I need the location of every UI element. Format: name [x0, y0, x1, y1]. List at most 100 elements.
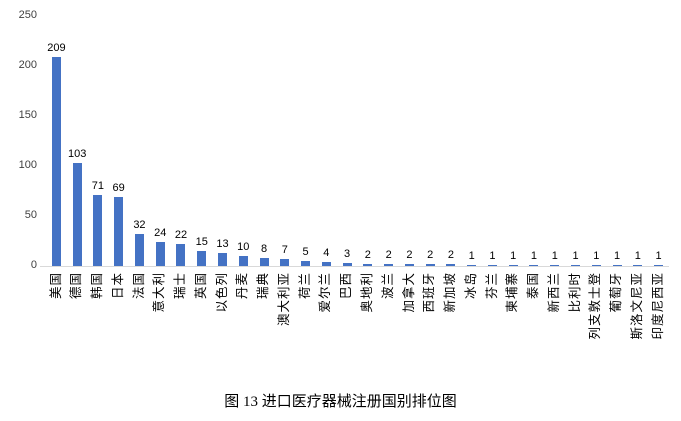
bar-column: 10 丹麦	[233, 16, 254, 300]
bar-value-label: 103	[67, 148, 87, 160]
y-axis-tick-label: 200	[18, 59, 37, 71]
bar-value-label: 1	[593, 250, 600, 262]
bar	[280, 259, 290, 266]
bar-slot: 1	[627, 16, 648, 266]
bar-value-label: 209	[47, 42, 66, 54]
x-axis-category-label: 列支敦士登	[588, 272, 603, 340]
bar-value-label: 1	[572, 250, 579, 262]
bar-value-label: 1	[489, 250, 496, 262]
bar-slot: 1	[586, 16, 607, 266]
bar-column: 103 德国	[67, 16, 88, 300]
bar-slot: 103	[67, 16, 88, 266]
bar	[176, 244, 186, 266]
bar-column: 2 加拿大	[399, 16, 420, 313]
bar-slot: 32	[129, 16, 150, 266]
x-axis-category-label: 巴西	[339, 272, 354, 300]
bar	[550, 265, 560, 266]
bar-slot: 22	[171, 16, 192, 266]
bar-column: 2 新加坡	[441, 16, 462, 313]
bar-column: 1 新西兰	[544, 16, 565, 313]
bar-column: 7 澳大利亚	[274, 16, 295, 327]
bar-value-label: 24	[154, 227, 167, 239]
bar-value-label: 71	[91, 180, 105, 192]
x-axis-category-label: 奥地利	[359, 272, 374, 313]
bar-column: 69 日本	[108, 16, 129, 300]
x-axis-category-label: 西班牙	[422, 272, 437, 313]
x-axis-category-label: 波兰	[380, 272, 395, 300]
bar-value-label: 2	[406, 249, 413, 261]
bar-column: 1 葡萄牙	[607, 16, 628, 313]
bar-value-label: 1	[634, 250, 641, 262]
bar-column: 1 比利时	[565, 16, 586, 313]
x-axis-category-label: 柬埔寨	[505, 272, 520, 313]
bar-slot: 209	[46, 16, 67, 266]
bar-slot: 1	[524, 16, 545, 266]
bar	[301, 261, 311, 266]
x-axis-category-label: 新加坡	[443, 272, 458, 313]
x-axis-category-label: 荷兰	[297, 272, 312, 300]
bar-slot: 7	[274, 16, 295, 266]
x-axis-category-label: 印度尼西亚	[650, 272, 665, 340]
x-axis-category-label: 法国	[131, 272, 146, 300]
bar-slot: 1	[648, 16, 669, 266]
x-axis-category-label: 瑞典	[256, 272, 271, 300]
bar-value-label: 8	[260, 243, 268, 255]
x-axis-category-label: 芬兰	[484, 272, 499, 300]
bar-column: 3 巴西	[337, 16, 358, 300]
bar	[612, 265, 622, 266]
x-axis-category-label: 德国	[69, 272, 84, 300]
y-axis-tick-label: 0	[30, 259, 37, 271]
bar	[654, 265, 664, 266]
bar-column: 1 芬兰	[482, 16, 503, 300]
bar-value-label: 22	[174, 229, 188, 241]
bar-column: 1 列支敦士登	[586, 16, 607, 340]
bar-value-label: 1	[468, 250, 475, 262]
bar	[529, 265, 539, 266]
bar	[446, 264, 456, 266]
bar	[508, 265, 518, 266]
bar-value-label: 7	[281, 244, 288, 256]
bar	[259, 258, 269, 266]
x-axis-category-label: 葡萄牙	[609, 272, 624, 313]
bar-value-label: 13	[216, 238, 229, 250]
bar-slot: 2	[357, 16, 378, 266]
bar	[591, 265, 601, 266]
x-axis-category-label: 日本	[110, 272, 125, 300]
x-axis-category-label: 丹麦	[235, 272, 250, 300]
y-axis-tick-label: 250	[18, 9, 37, 21]
bar-column: 24 意大利	[150, 16, 171, 313]
bar-column: 32 法国	[129, 16, 150, 300]
bar-value-label: 1	[530, 250, 538, 262]
bar-value-label: 1	[655, 250, 662, 262]
bar-value-label: 3	[344, 248, 351, 260]
bar-column: 71 韩国	[88, 16, 109, 300]
bar-value-label: 2	[447, 249, 454, 261]
bar-value-label: 15	[195, 236, 208, 248]
bar-column: 8 瑞典	[254, 16, 275, 300]
bar	[51, 57, 61, 266]
bar-column: 5 荷兰	[295, 16, 316, 300]
bar	[72, 163, 82, 266]
bar-slot: 1	[482, 16, 503, 266]
bar-value-label: 2	[364, 249, 371, 261]
y-axis-tick-label: 150	[18, 109, 37, 121]
bar-column: 2 西班牙	[420, 16, 441, 313]
bar-slot: 1	[503, 16, 524, 266]
bar-slot: 24	[150, 16, 171, 266]
bar	[487, 265, 497, 266]
x-axis-category-label: 澳大利亚	[276, 272, 291, 327]
y-axis-tick-label: 100	[18, 159, 37, 171]
bar-column: 1 泰国	[524, 16, 545, 300]
bar	[467, 265, 477, 266]
bar-column: 1 柬埔寨	[503, 16, 524, 313]
figure-caption: 图 13 进口医疗器械注册国别排位图	[224, 394, 457, 410]
bar	[218, 253, 227, 266]
x-axis-category-label: 加拿大	[401, 272, 416, 313]
bar-column: 1 冰岛	[461, 16, 482, 300]
bar-value-label: 5	[302, 246, 309, 258]
x-axis-category-label: 比利时	[567, 272, 582, 313]
bar-slot: 8	[254, 16, 275, 266]
bar-column: 15 英国	[191, 16, 212, 300]
x-axis-category-label: 英国	[193, 272, 208, 300]
bar-value-label: 2	[385, 249, 392, 261]
